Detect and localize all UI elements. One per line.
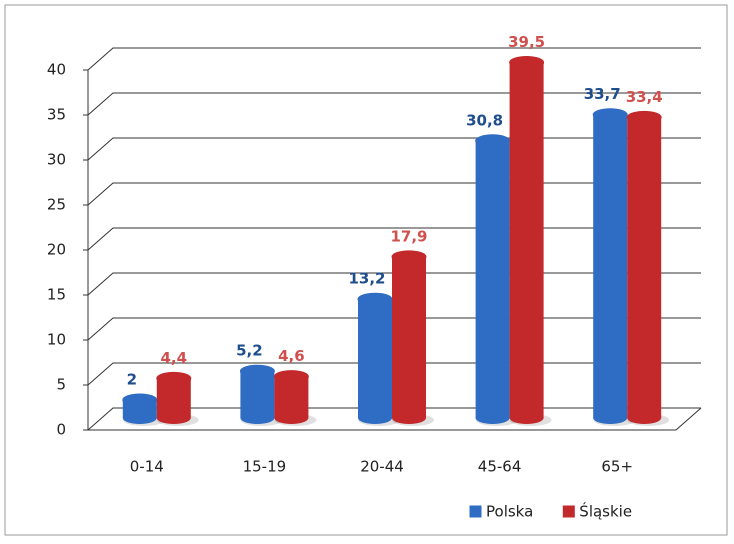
bar-top bbox=[475, 134, 511, 148]
bar bbox=[274, 376, 309, 418]
legend-label: Śląskie bbox=[579, 502, 632, 521]
bar bbox=[627, 117, 662, 419]
value-label: 4,4 bbox=[161, 349, 188, 367]
y-tick-label: 10 bbox=[47, 331, 66, 349]
bar-top bbox=[509, 56, 545, 69]
bar-bottom bbox=[627, 412, 662, 424]
bar-bottom bbox=[274, 412, 309, 424]
bar bbox=[240, 371, 275, 418]
bar-bottom bbox=[358, 412, 392, 424]
bar bbox=[509, 62, 544, 418]
grid-line bbox=[87, 47, 701, 71]
y-tick-label: 5 bbox=[56, 376, 66, 394]
bar-bottom bbox=[156, 412, 191, 424]
value-label: 33,4 bbox=[626, 88, 663, 106]
x-tick-label: 0-14 bbox=[130, 458, 164, 476]
bar bbox=[593, 114, 628, 418]
y-tick-label: 40 bbox=[47, 61, 66, 79]
value-label: 5,2 bbox=[236, 342, 263, 360]
x-tick-label: 15-19 bbox=[243, 458, 287, 476]
y-tick-label: 25 bbox=[47, 196, 66, 214]
y-tick-label: 15 bbox=[47, 286, 66, 304]
bar bbox=[358, 299, 392, 418]
legend-swatch bbox=[562, 505, 575, 518]
y-tick-label: 0 bbox=[56, 421, 66, 439]
bar bbox=[392, 256, 426, 418]
bar bbox=[156, 378, 191, 418]
value-label: 13,2 bbox=[348, 270, 385, 288]
bar-bottom bbox=[392, 412, 426, 424]
bar-bottom bbox=[122, 412, 157, 424]
bar-bottom bbox=[593, 412, 628, 424]
bar-top bbox=[122, 393, 158, 407]
x-tick-label: 45-64 bbox=[478, 458, 522, 476]
bar-bottom bbox=[475, 412, 510, 424]
value-label: 17,9 bbox=[390, 227, 427, 245]
bar-bottom bbox=[240, 412, 275, 424]
bar-bottom bbox=[509, 412, 544, 424]
y-tick-label: 20 bbox=[47, 241, 66, 259]
bar-top bbox=[391, 250, 427, 264]
bar-top bbox=[239, 364, 275, 378]
bar bbox=[475, 140, 510, 419]
value-label: 33,7 bbox=[584, 85, 621, 103]
y-tick-label: 30 bbox=[47, 151, 66, 169]
chart-frame bbox=[4, 4, 728, 536]
value-label: 39,5 bbox=[508, 33, 545, 51]
x-tick-label: 20-44 bbox=[360, 458, 404, 476]
x-tick-label: 65+ bbox=[601, 458, 633, 476]
grid-line bbox=[87, 92, 701, 116]
value-label: 4,6 bbox=[278, 347, 305, 365]
y-tick-label: 35 bbox=[47, 106, 66, 124]
bar-top bbox=[273, 370, 309, 384]
bar-top bbox=[156, 371, 192, 385]
bar-top bbox=[357, 292, 393, 306]
bar-top bbox=[626, 110, 662, 124]
floor bbox=[88, 407, 702, 431]
legend-swatch bbox=[469, 505, 482, 518]
bar-top bbox=[592, 108, 628, 122]
legend-label: Polska bbox=[486, 503, 533, 521]
value-label: 2 bbox=[127, 371, 137, 389]
value-label: 30,8 bbox=[466, 111, 503, 129]
